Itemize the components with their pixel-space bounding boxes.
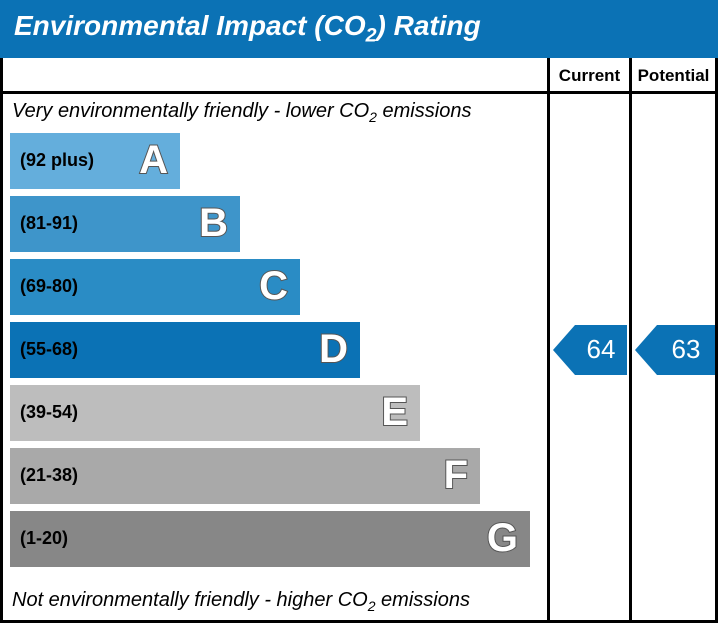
rating-range: (55-68) bbox=[20, 339, 78, 360]
rating-letter: A bbox=[139, 138, 168, 183]
rating-bar-g: (1-20) G bbox=[10, 511, 530, 567]
rating-letter: G bbox=[487, 516, 518, 561]
rating-range: (69-80) bbox=[20, 276, 78, 297]
arrow-tip bbox=[635, 325, 657, 375]
title-pre: Environmental Impact (CO bbox=[14, 10, 366, 41]
border-col1 bbox=[547, 58, 550, 620]
rating-bar-b: (81-91) B bbox=[10, 196, 240, 252]
rating-bar-c: (69-80) C bbox=[10, 259, 300, 315]
rating-bar-e: (39-54) E bbox=[10, 385, 420, 441]
arrow-body: 63 bbox=[657, 325, 715, 375]
title-post: ) Rating bbox=[377, 10, 481, 41]
current-arrow: 64 bbox=[575, 325, 627, 375]
rating-range: (81-91) bbox=[20, 213, 78, 234]
caption-top: Very environmentally friendly - lower CO… bbox=[12, 100, 471, 125]
rating-letter: D bbox=[319, 327, 348, 372]
rating-range: (39-54) bbox=[20, 402, 78, 423]
rating-letter: F bbox=[444, 453, 468, 498]
caption-bottom: Not environmentally friendly - higher CO… bbox=[12, 589, 470, 614]
epc-co2-rating-chart: Environmental Impact (CO2) Rating Curren… bbox=[0, 0, 718, 619]
chart-body: Current Potential Very environmentally f… bbox=[0, 58, 718, 623]
chart-title: Environmental Impact (CO2) Rating bbox=[0, 0, 718, 58]
rating-letter: E bbox=[381, 390, 408, 435]
rating-bar-f: (21-38) F bbox=[10, 448, 480, 504]
rating-range: (92 plus) bbox=[20, 150, 94, 171]
border-col2 bbox=[629, 58, 632, 620]
rating-bar-a: (92 plus) A bbox=[10, 133, 180, 189]
arrow-tip bbox=[553, 325, 575, 375]
rating-bar-d: (55-68) D bbox=[10, 322, 360, 378]
title-sub: 2 bbox=[366, 25, 377, 47]
rating-letter: C bbox=[259, 264, 288, 309]
arrow-body: 64 bbox=[575, 325, 627, 375]
header-current: Current bbox=[550, 58, 629, 94]
border-left bbox=[0, 58, 3, 620]
header-row: Current Potential bbox=[0, 58, 718, 94]
rating-letter: B bbox=[199, 201, 228, 246]
rating-bars: (92 plus) A (81-91) B (69-80) C (55-68) D (39-54… bbox=[10, 133, 540, 574]
potential-arrow: 63 bbox=[657, 325, 715, 375]
header-potential: Potential bbox=[632, 58, 715, 94]
rating-range: (21-38) bbox=[20, 465, 78, 486]
rating-range: (1-20) bbox=[20, 528, 68, 549]
